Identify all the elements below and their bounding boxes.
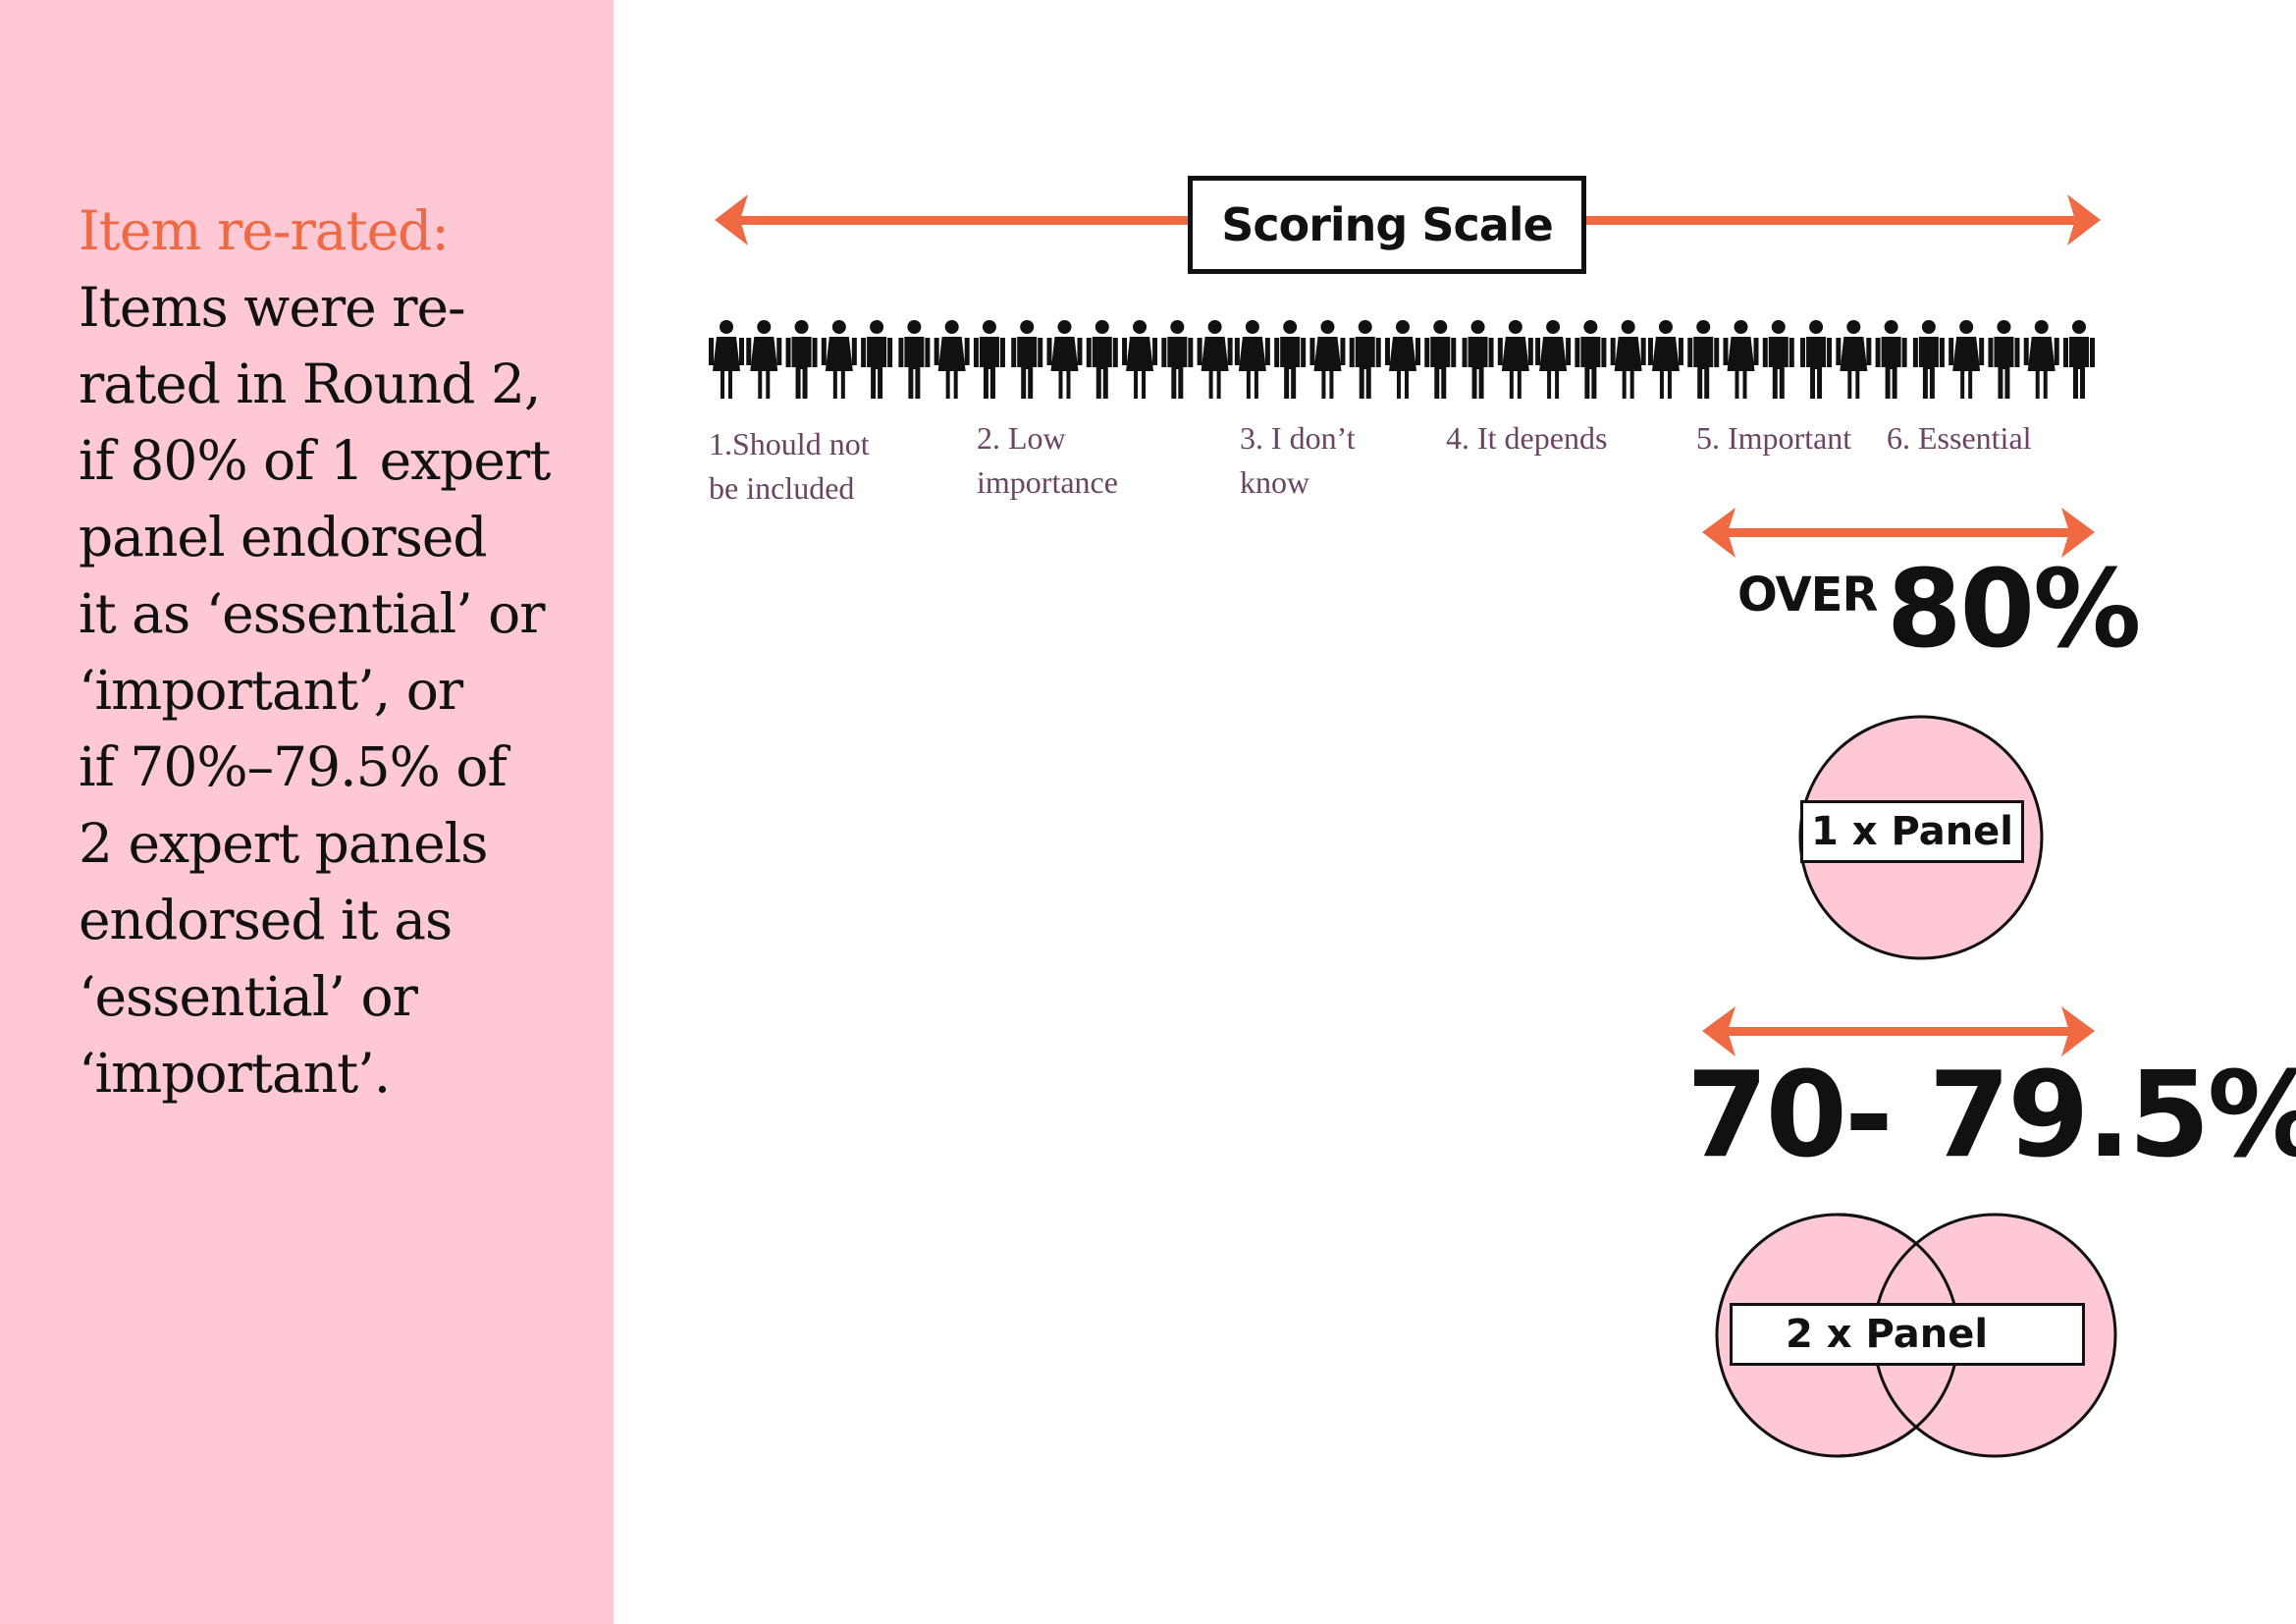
threshold-one-arrow-right-head — [2061, 508, 2095, 558]
person-male-icon — [898, 320, 931, 399]
sidebar-line: if 70%–79.5% of — [79, 735, 507, 798]
person-female-icon — [1535, 320, 1572, 399]
sidebar-line: it as ‘essential’ or — [79, 582, 546, 645]
people-row — [709, 320, 2095, 399]
sidebar-panel: Item re-rated: Items were re- rated in R… — [0, 0, 614, 1624]
scale-arrow-left-head — [715, 194, 748, 245]
person-male-icon — [861, 320, 893, 399]
person-male-icon — [1912, 320, 1945, 399]
scale-label-6: 6. Essential — [1887, 416, 2032, 460]
person-female-icon — [1309, 320, 1346, 399]
scale-label-4: 4. It depends — [1446, 416, 1607, 460]
scoring-scale-title: Scoring Scale — [1188, 176, 1586, 274]
threshold-two-arrow — [1702, 1006, 2095, 1056]
scale-label-1-line2: be included — [709, 470, 855, 506]
panel-label-double: 2 x Panel — [1730, 1303, 2085, 1366]
scale-arrow-right-head — [2067, 194, 2101, 245]
person-female-icon — [2023, 320, 2059, 399]
scale-arrow — [715, 194, 2101, 245]
sidebar-line: ‘essential’ or — [79, 965, 418, 1028]
scale-label-2-line2: importance — [977, 464, 1118, 500]
person-female-icon — [821, 320, 857, 399]
person-female-icon — [1836, 320, 1872, 399]
person-female-icon — [1122, 320, 1158, 399]
scale-label-5-line1: 5. Important — [1696, 420, 1852, 456]
scale-label-3: 3. I don’t know — [1240, 416, 1356, 505]
scale-label-3-line2: know — [1240, 464, 1310, 500]
person-male-icon — [2063, 320, 2095, 399]
person-male-icon — [1575, 320, 1607, 399]
threshold-one-prefix: OVER — [1737, 568, 1878, 623]
sidebar-line: endorsed it as — [79, 889, 453, 951]
person-female-icon — [1723, 320, 1759, 399]
person-male-icon — [1687, 320, 1720, 399]
person-male-icon — [1086, 320, 1118, 399]
scale-label-3-line1: 3. I don’t — [1240, 420, 1356, 456]
person-male-icon — [1875, 320, 1907, 399]
threshold-one-arrow-left-head — [1702, 508, 1735, 558]
sidebar-line: ‘important’. — [79, 1042, 391, 1105]
person-male-icon — [1762, 320, 1794, 399]
sidebar-line: panel endorsed — [79, 506, 488, 568]
person-male-icon — [785, 320, 818, 399]
person-male-icon — [1988, 320, 2020, 399]
person-female-icon — [1647, 320, 1683, 399]
threshold-two-arrow-right-head — [2061, 1006, 2095, 1056]
person-male-icon — [1011, 320, 1043, 399]
threshold-two-arrow-shaft — [1723, 1027, 2076, 1036]
scale-arrow-left-shaft — [734, 216, 1188, 225]
threshold-two-value: 70- 79.5% — [1686, 1048, 2296, 1184]
threshold-one-arrow — [1702, 508, 2095, 558]
person-male-icon — [1424, 320, 1457, 399]
scale-label-5: 5. Important — [1696, 416, 1851, 460]
sidebar-description: Item re-rated: Items were re- rated in R… — [79, 192, 589, 1111]
person-male-icon — [1161, 320, 1194, 399]
person-female-icon — [1046, 320, 1083, 399]
sidebar-title: Item re-rated: — [79, 199, 450, 262]
person-female-icon — [1385, 320, 1420, 399]
scale-arrow-right-shaft — [1586, 216, 2081, 225]
scale-label-1: 1.Should not be included — [709, 422, 870, 511]
person-female-icon — [1497, 320, 1533, 399]
sidebar-line: Items were re- — [79, 276, 466, 339]
sidebar-line: 2 expert panels — [79, 812, 488, 875]
person-female-icon — [746, 320, 782, 399]
threshold-one-arrow-shaft — [1723, 528, 2076, 537]
person-male-icon — [1462, 320, 1494, 399]
person-female-icon — [1234, 320, 1270, 399]
person-female-icon — [709, 320, 744, 399]
person-male-icon — [1274, 320, 1307, 399]
scale-label-2-line1: 2. Low — [977, 420, 1066, 456]
person-female-icon — [1610, 320, 1646, 399]
person-male-icon — [1349, 320, 1381, 399]
person-male-icon — [973, 320, 1005, 399]
person-male-icon — [1800, 320, 1833, 399]
person-female-icon — [934, 320, 970, 399]
scale-label-1-line1: 1.Should not — [709, 426, 870, 461]
scale-label-4-line1: 4. It depends — [1446, 420, 1608, 456]
sidebar-line: ‘important’, or — [79, 659, 463, 722]
person-female-icon — [1197, 320, 1233, 399]
panel-label-single: 1 x Panel — [1800, 800, 2024, 863]
sidebar-line: if 80% of 1 expert — [79, 429, 551, 492]
sidebar-line: rated in Round 2, — [79, 352, 541, 415]
threshold-two-arrow-left-head — [1702, 1006, 1735, 1056]
threshold-one-value: 80% — [1887, 546, 2141, 672]
person-female-icon — [1949, 320, 1985, 399]
scale-label-2: 2. Low importance — [977, 416, 1118, 505]
scale-label-6-line1: 6. Essential — [1887, 420, 2032, 456]
